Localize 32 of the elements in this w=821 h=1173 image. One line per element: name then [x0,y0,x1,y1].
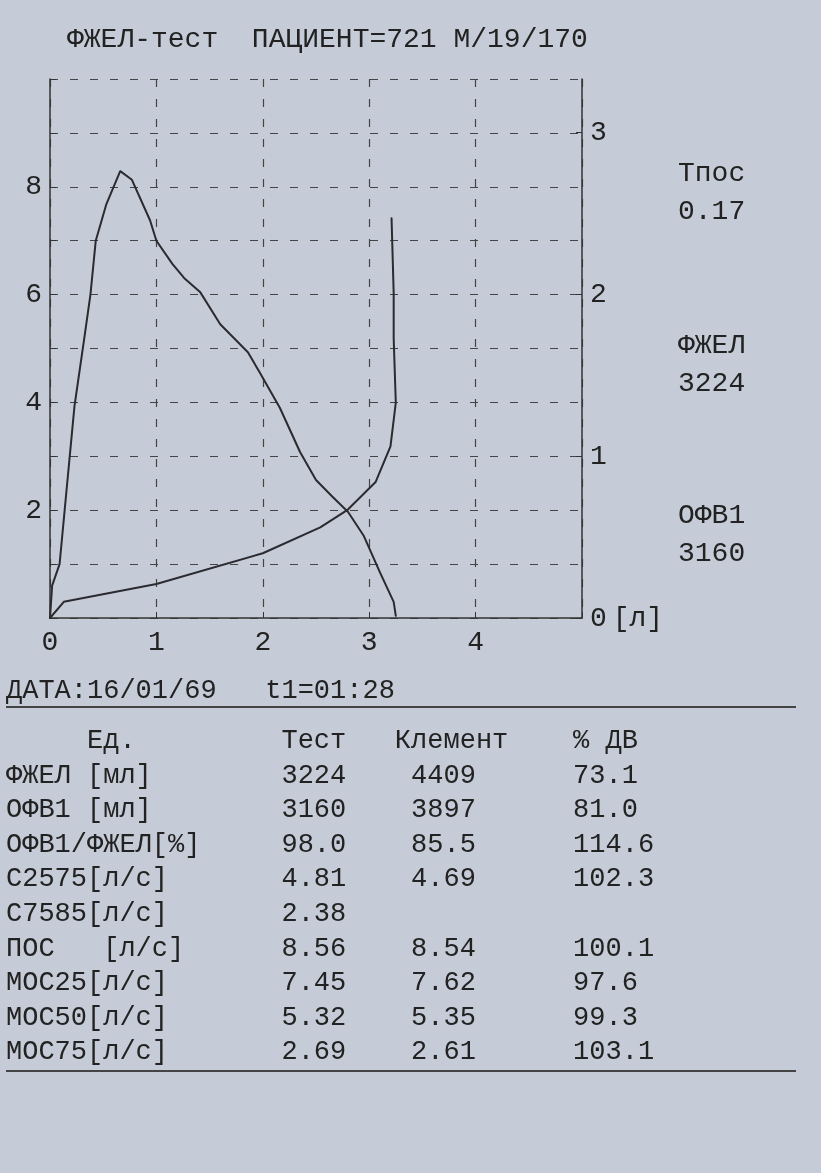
y-tick-label: 4 [25,386,42,418]
text: ДАТА:16/01/69 t1=01:28 [6,676,796,708]
x-tick-label: 1 [147,626,165,658]
chart-title: ФЖЕЛ-тест ПАЦИЕНТ=721 М/19/170 [67,23,588,55]
text: ФЖЕЛ [мл] 3224 4409 73.1 [6,760,638,791]
text: ОФВ1 [мл] 3160 3897 81.0 [6,795,638,826]
x-tick-label: 0 [41,626,59,658]
y2-tick-label: 1 [590,440,607,472]
y2-tick-label: 2 [590,278,607,310]
text: С7585[л/с] 2.38 [6,898,347,929]
text: Тпос [678,158,746,189]
text: 3224 [678,368,746,399]
text: МОС50[л/с] 5.32 5.35 99.3 [6,1002,638,1033]
x-tick-label: 4 [467,626,485,658]
y2-tick-label: 3 [590,116,607,148]
text: Ед. Тест Клемент % ДВ [87,726,638,756]
text: С2575[л/с] 4.81 4.69 102.3 [6,864,655,895]
text: МОС75[л/с] 2.69 2.61 103.1 [6,1037,655,1068]
text: ОФВ1/ФЖЕЛ[%] 98.0 85.5 114.6 [6,829,655,860]
y-tick-label: 6 [25,279,42,311]
text: ОФВ1 [678,500,746,531]
text: 3160 [678,538,746,569]
y2-tick-label: 0 [590,602,607,634]
x-tick-label: 2 [254,626,272,658]
text: ФЖЕЛ [678,330,746,361]
text: 0.17 [678,196,746,227]
y-tick-label: 2 [25,494,42,526]
x-tick-label: 3 [360,626,378,658]
y-tick-label: 8 [25,171,42,203]
x-axis-title: [л] [612,602,664,634]
text: МОС25[л/с] 7.45 7.62 97.6 [6,968,638,999]
text: ПОС [л/с] 8.56 8.54 100.1 [6,933,655,964]
